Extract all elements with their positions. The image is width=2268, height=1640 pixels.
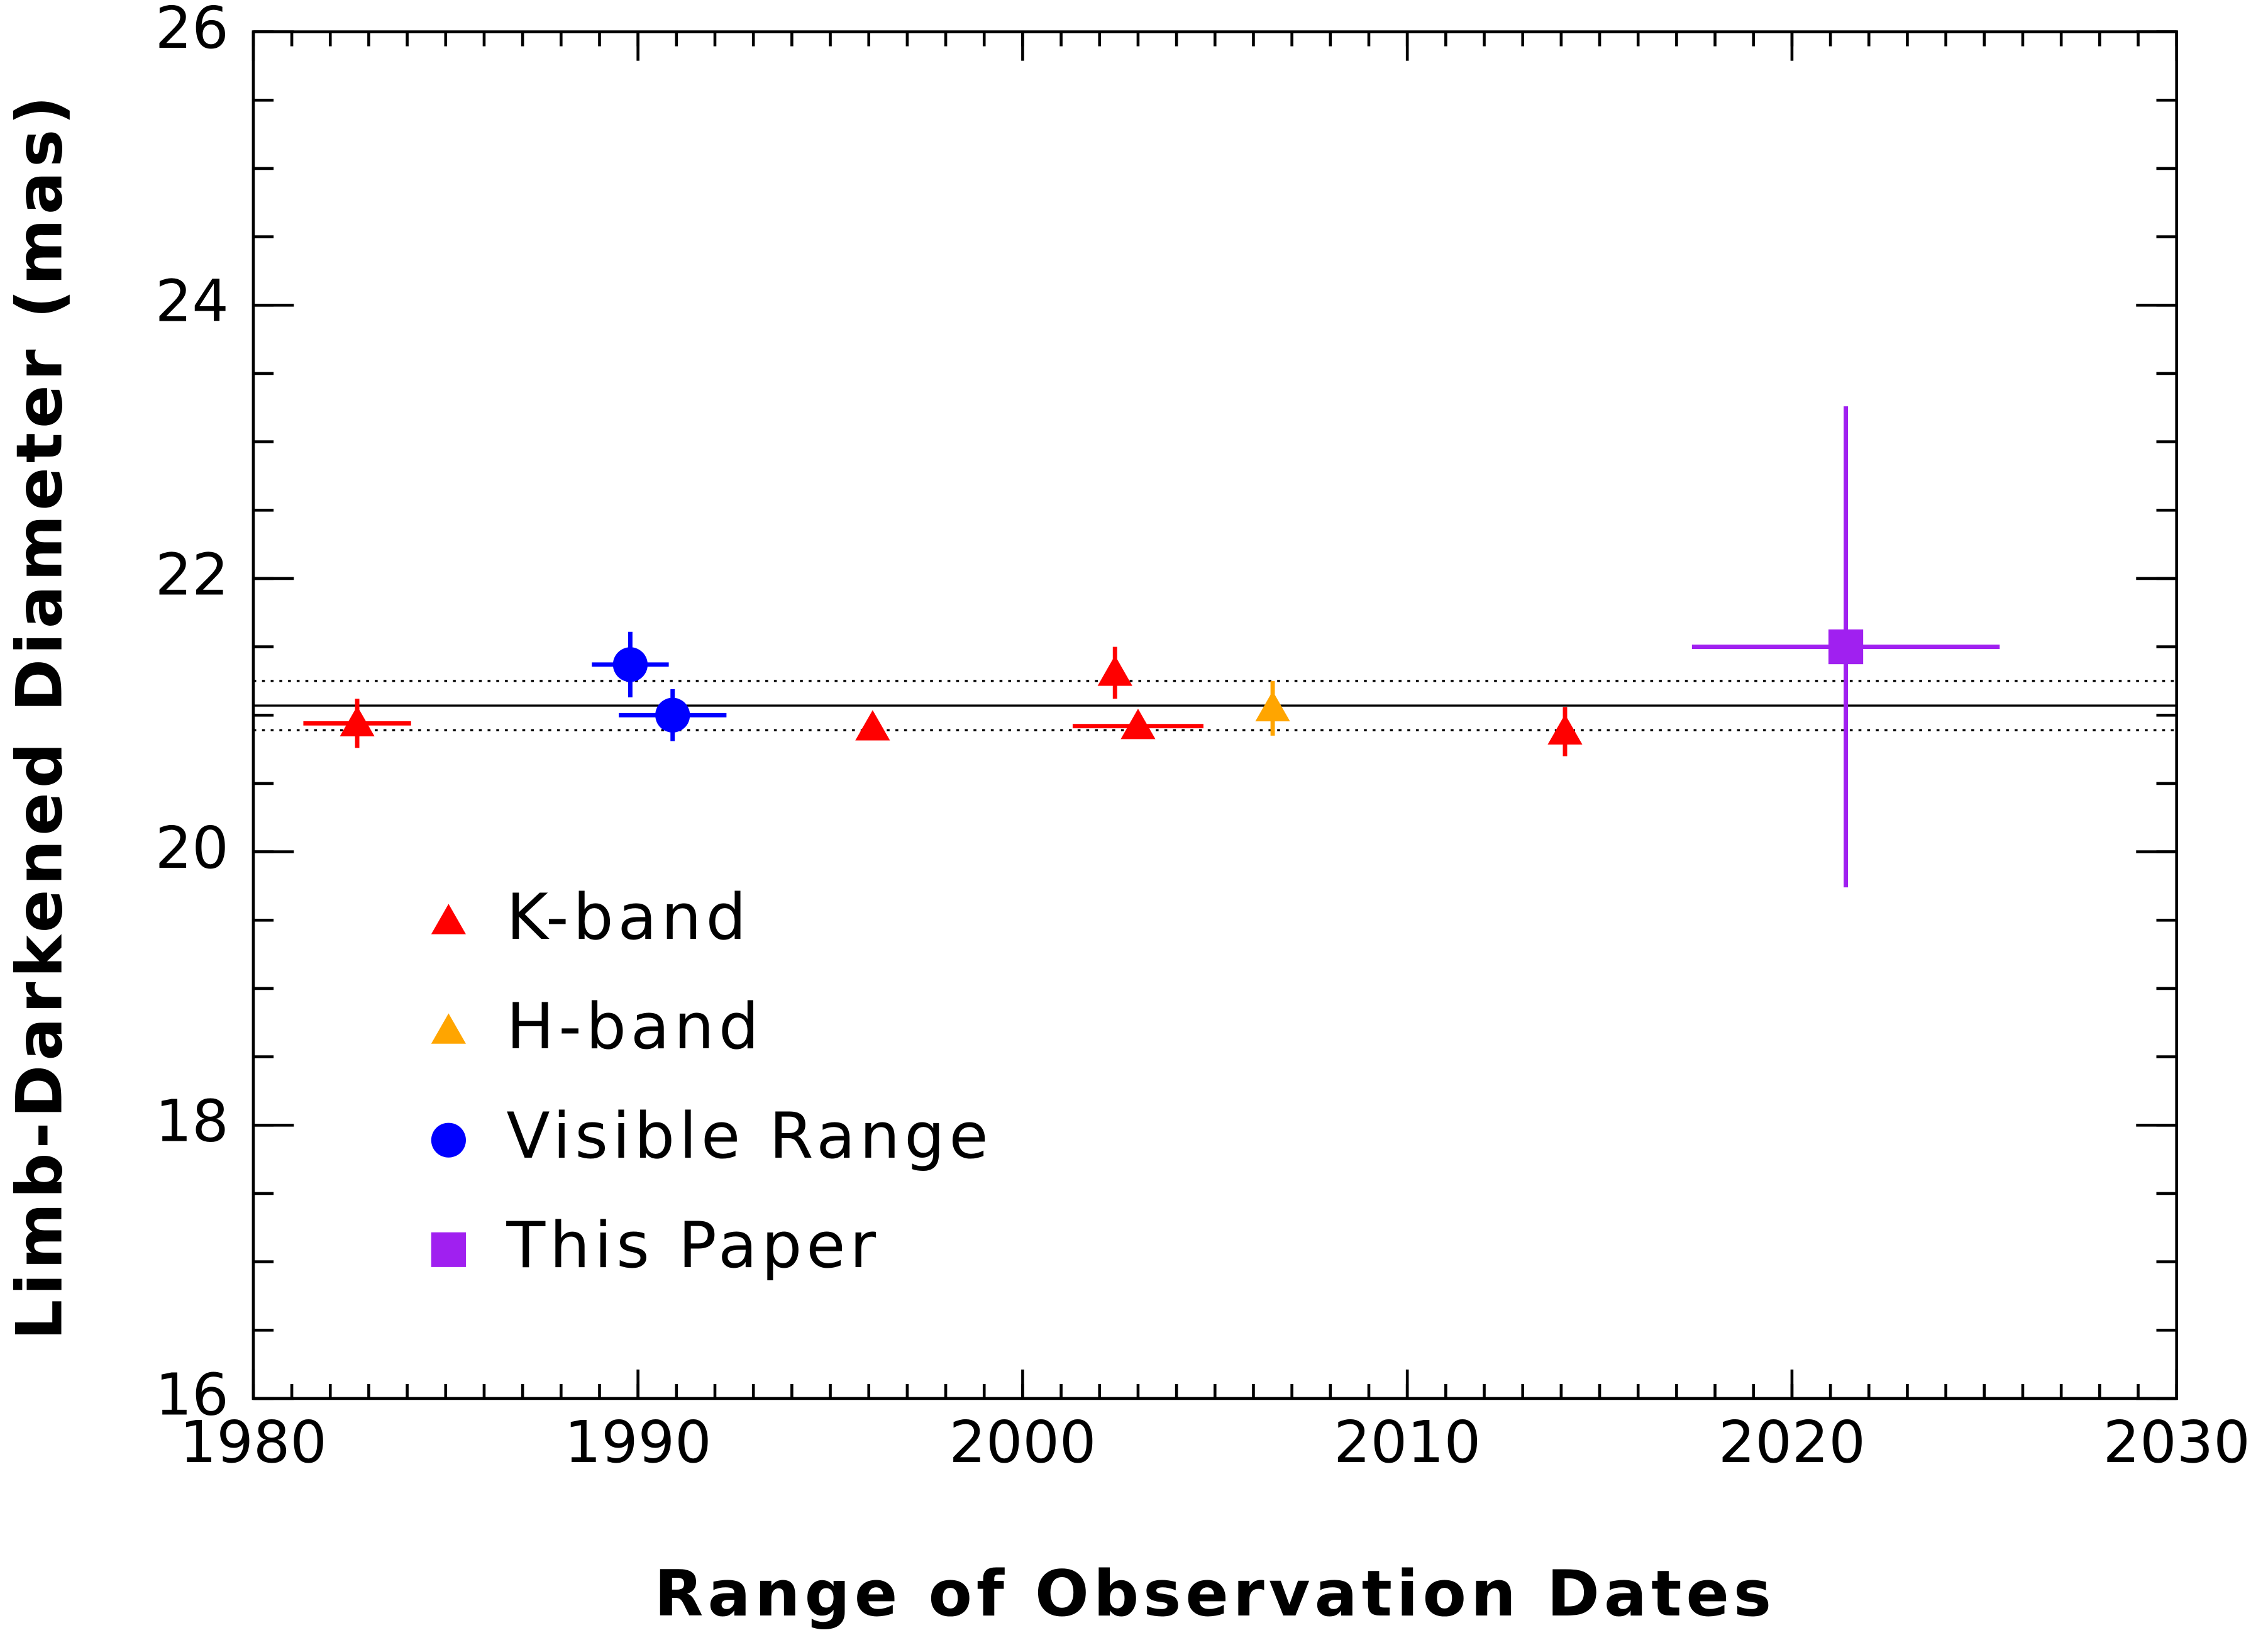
triangle-marker [855, 710, 890, 741]
y-tick-label: 26 [155, 0, 229, 62]
triangle-marker [340, 706, 375, 737]
legend-label: Visible Range [506, 1099, 992, 1173]
y-tick-label: 22 [155, 541, 229, 608]
y-tick-label: 16 [155, 1361, 229, 1428]
triangle-marker [1120, 709, 1156, 740]
legend-label: This Paper [506, 1208, 880, 1282]
y-tick-label: 24 [155, 268, 229, 335]
legend-label: K-band [506, 880, 750, 954]
legend-marker [431, 904, 466, 934]
y-axis-title: Limb-Darkened Diameter (mas) [2, 92, 76, 1341]
legend-label: H-band [506, 989, 763, 1063]
legend-marker [431, 1122, 466, 1158]
x-tick-label: 1990 [565, 1409, 712, 1476]
x-tick-label: 1980 [180, 1409, 327, 1476]
legend-marker [431, 1232, 466, 1267]
x-tick-label: 2020 [1718, 1409, 1866, 1476]
triangle-marker [1547, 714, 1583, 745]
x-axis-title: Range of Observation Dates [655, 1556, 1776, 1631]
y-tick-label: 18 [155, 1088, 229, 1155]
circle-marker [655, 697, 690, 733]
triangle-marker [1097, 655, 1132, 686]
plot-frame [252, 30, 2178, 1400]
x-tick-label: 2030 [2103, 1409, 2250, 1476]
triangle-marker [1255, 690, 1290, 722]
x-tick-label: 2000 [949, 1409, 1096, 1476]
square-marker [1828, 629, 1864, 665]
circle-marker [612, 647, 648, 682]
legend-marker [431, 1013, 466, 1044]
x-tick-label: 2010 [1334, 1409, 1481, 1476]
y-tick-label: 20 [155, 814, 229, 882]
